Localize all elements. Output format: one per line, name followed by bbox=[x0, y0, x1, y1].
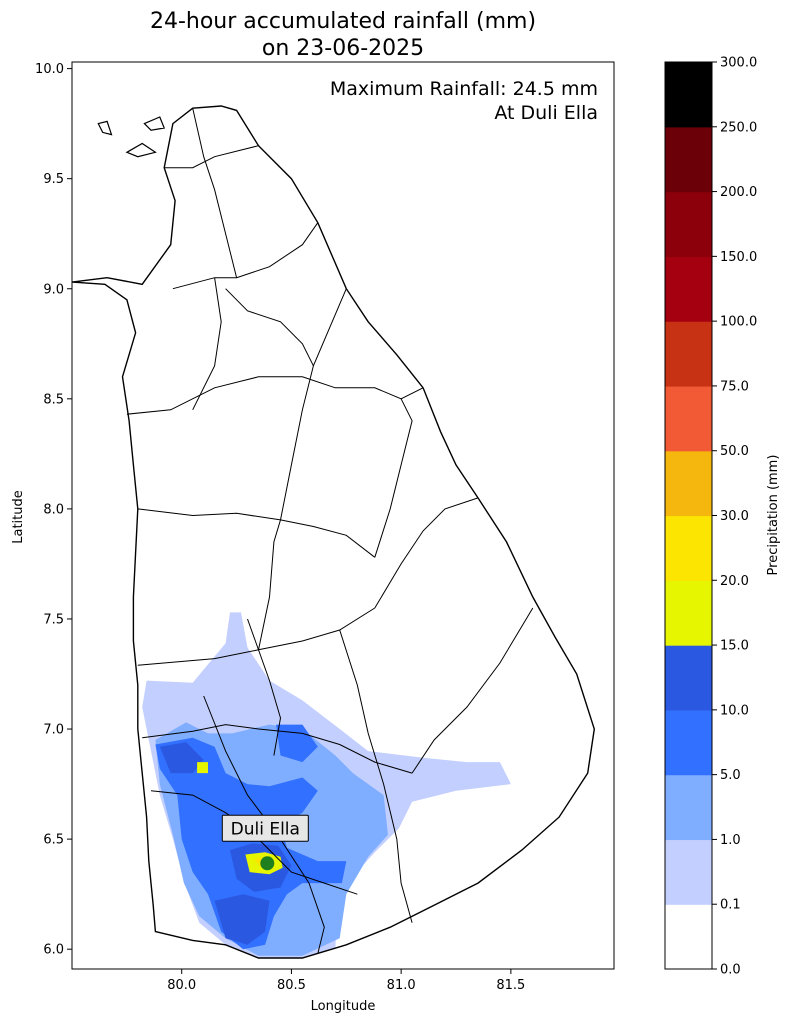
station-label: Duli Ella bbox=[231, 819, 300, 839]
district-boundary-16 bbox=[192, 108, 238, 278]
station-label-box bbox=[221, 814, 309, 842]
district-boundary-19 bbox=[225, 288, 314, 367]
x-tick-label: 80.0 bbox=[167, 978, 196, 993]
rainfall-overlay bbox=[142, 612, 511, 958]
x-tick-label: 80.5 bbox=[277, 978, 306, 993]
colorbar-tick-label: 20.0 bbox=[720, 574, 749, 589]
district-boundary-18 bbox=[192, 277, 222, 411]
district-boundary-9 bbox=[411, 607, 534, 774]
colorbar: 0.0 0.1 1.0 5.0 10.0 15.0 20.0 30.0 50.0 75.0 100.… bbox=[664, 56, 781, 978]
district-boundary-7 bbox=[302, 732, 413, 774]
colorbar-segment bbox=[665, 839, 712, 905]
colorbar-tick-label: 250.0 bbox=[720, 120, 757, 135]
colorbar-tick-label: 1.0 bbox=[720, 833, 741, 848]
district-boundary-11 bbox=[137, 508, 376, 558]
station-marker bbox=[260, 856, 275, 871]
colorbar-ticks: 0.0 0.1 1.0 5.0 10.0 15.0 20.0 30.0 50.0 75.0 100.… bbox=[712, 56, 757, 978]
colorbar-segment bbox=[665, 709, 712, 776]
district-boundary-13 bbox=[126, 376, 424, 415]
colorbar-tick-label: 300.0 bbox=[720, 56, 757, 71]
district-boundary-5 bbox=[247, 827, 358, 895]
y-tick-label: 9.5 bbox=[43, 172, 64, 187]
colorbar-tick-label: 50.0 bbox=[720, 444, 749, 459]
map-title-line1: 24-hour accumulated rainfall (mm) bbox=[150, 9, 536, 34]
colorbar-segment bbox=[665, 62, 712, 128]
district-boundary-1 bbox=[258, 607, 376, 651]
offshore-islands bbox=[97, 116, 166, 158]
y-tick-label: 6.5 bbox=[43, 833, 64, 848]
colorbar-label: Precipitation (mm) bbox=[766, 455, 781, 576]
colorbar-segment bbox=[665, 256, 712, 322]
district-boundary-3 bbox=[142, 724, 303, 739]
sri-lanka-coastline bbox=[72, 105, 596, 959]
colorbar-tick-label: 100.0 bbox=[720, 315, 757, 330]
map-panel: Maximum Rainfall: 24.5 mm At Duli Ella D… bbox=[11, 61, 615, 1014]
island-2 bbox=[143, 116, 166, 131]
colorbar-segment bbox=[665, 515, 712, 581]
colorbar-segment bbox=[665, 645, 712, 711]
colorbar-tick-label: 200.0 bbox=[720, 185, 757, 200]
map-title-line2: on 23-06-2025 bbox=[262, 36, 424, 61]
district-boundaries bbox=[126, 108, 534, 954]
colorbar-tick-label: 30.0 bbox=[720, 509, 749, 524]
colorbar-tick-label: 75.0 bbox=[720, 379, 749, 394]
y-tick-label: 7.5 bbox=[43, 612, 64, 627]
district-boundary-15 bbox=[172, 222, 319, 290]
colorbar-tick-label: 150.0 bbox=[720, 250, 757, 265]
colorbar-tick-label: 10.0 bbox=[720, 703, 749, 718]
district-boundary-14 bbox=[374, 398, 413, 558]
colorbar-tick-label: 5.0 bbox=[720, 768, 741, 783]
district-boundary-0 bbox=[137, 649, 259, 666]
x-axis-label: Longitude bbox=[311, 999, 376, 1014]
colorbar-segment bbox=[665, 126, 712, 193]
colorbar-segment bbox=[665, 774, 712, 841]
rainfall-region-2 bbox=[155, 737, 347, 950]
district-boundary-10 bbox=[374, 497, 479, 609]
colorbar-segments bbox=[665, 62, 712, 970]
map-frame bbox=[71, 61, 615, 970]
rainfall-region-6 bbox=[159, 742, 204, 774]
colorbar-segment bbox=[665, 580, 712, 646]
y-tick-label: 7.0 bbox=[43, 723, 64, 738]
island-0 bbox=[97, 120, 113, 136]
max-rainfall-location: At Duli Ella bbox=[494, 102, 598, 124]
district-boundary-17 bbox=[164, 145, 259, 169]
y-tick-label: 8.0 bbox=[43, 502, 64, 517]
colorbar-segment bbox=[665, 904, 712, 970]
island-1 bbox=[125, 142, 157, 158]
district-boundary-8 bbox=[339, 629, 413, 923]
colorbar-segment bbox=[665, 321, 712, 387]
rainfall-region-3 bbox=[276, 724, 318, 763]
max-rainfall-label: Maximum Rainfall: 24.5 mm bbox=[330, 78, 598, 100]
colorbar-segment bbox=[665, 450, 712, 517]
district-boundary-12 bbox=[258, 288, 347, 650]
rainfall-region-8 bbox=[197, 762, 208, 774]
y-tick-label: 10.0 bbox=[35, 62, 64, 77]
y-tick-label: 9.0 bbox=[43, 282, 64, 297]
x-tick-label: 81.0 bbox=[387, 978, 416, 993]
colorbar-tick-label: 0.1 bbox=[720, 898, 741, 913]
latitude-ticks: 6.0 6.5 7.0 7.5 8.0 8.5 9.0 9.5 10.0 bbox=[35, 62, 72, 958]
y-tick-label: 8.5 bbox=[43, 392, 64, 407]
x-tick-label: 81.5 bbox=[496, 978, 525, 993]
colorbar-segment bbox=[665, 191, 712, 257]
longitude-ticks: 80.0 80.5 81.0 81.5 bbox=[167, 969, 525, 993]
y-tick-label: 6.0 bbox=[43, 943, 64, 958]
colorbar-tick-label: 0.0 bbox=[720, 963, 741, 978]
colorbar-segment bbox=[665, 385, 712, 452]
y-axis-label: Latitude bbox=[11, 490, 26, 544]
rainfall-region-5 bbox=[214, 894, 270, 945]
colorbar-tick-label: 15.0 bbox=[720, 639, 749, 654]
